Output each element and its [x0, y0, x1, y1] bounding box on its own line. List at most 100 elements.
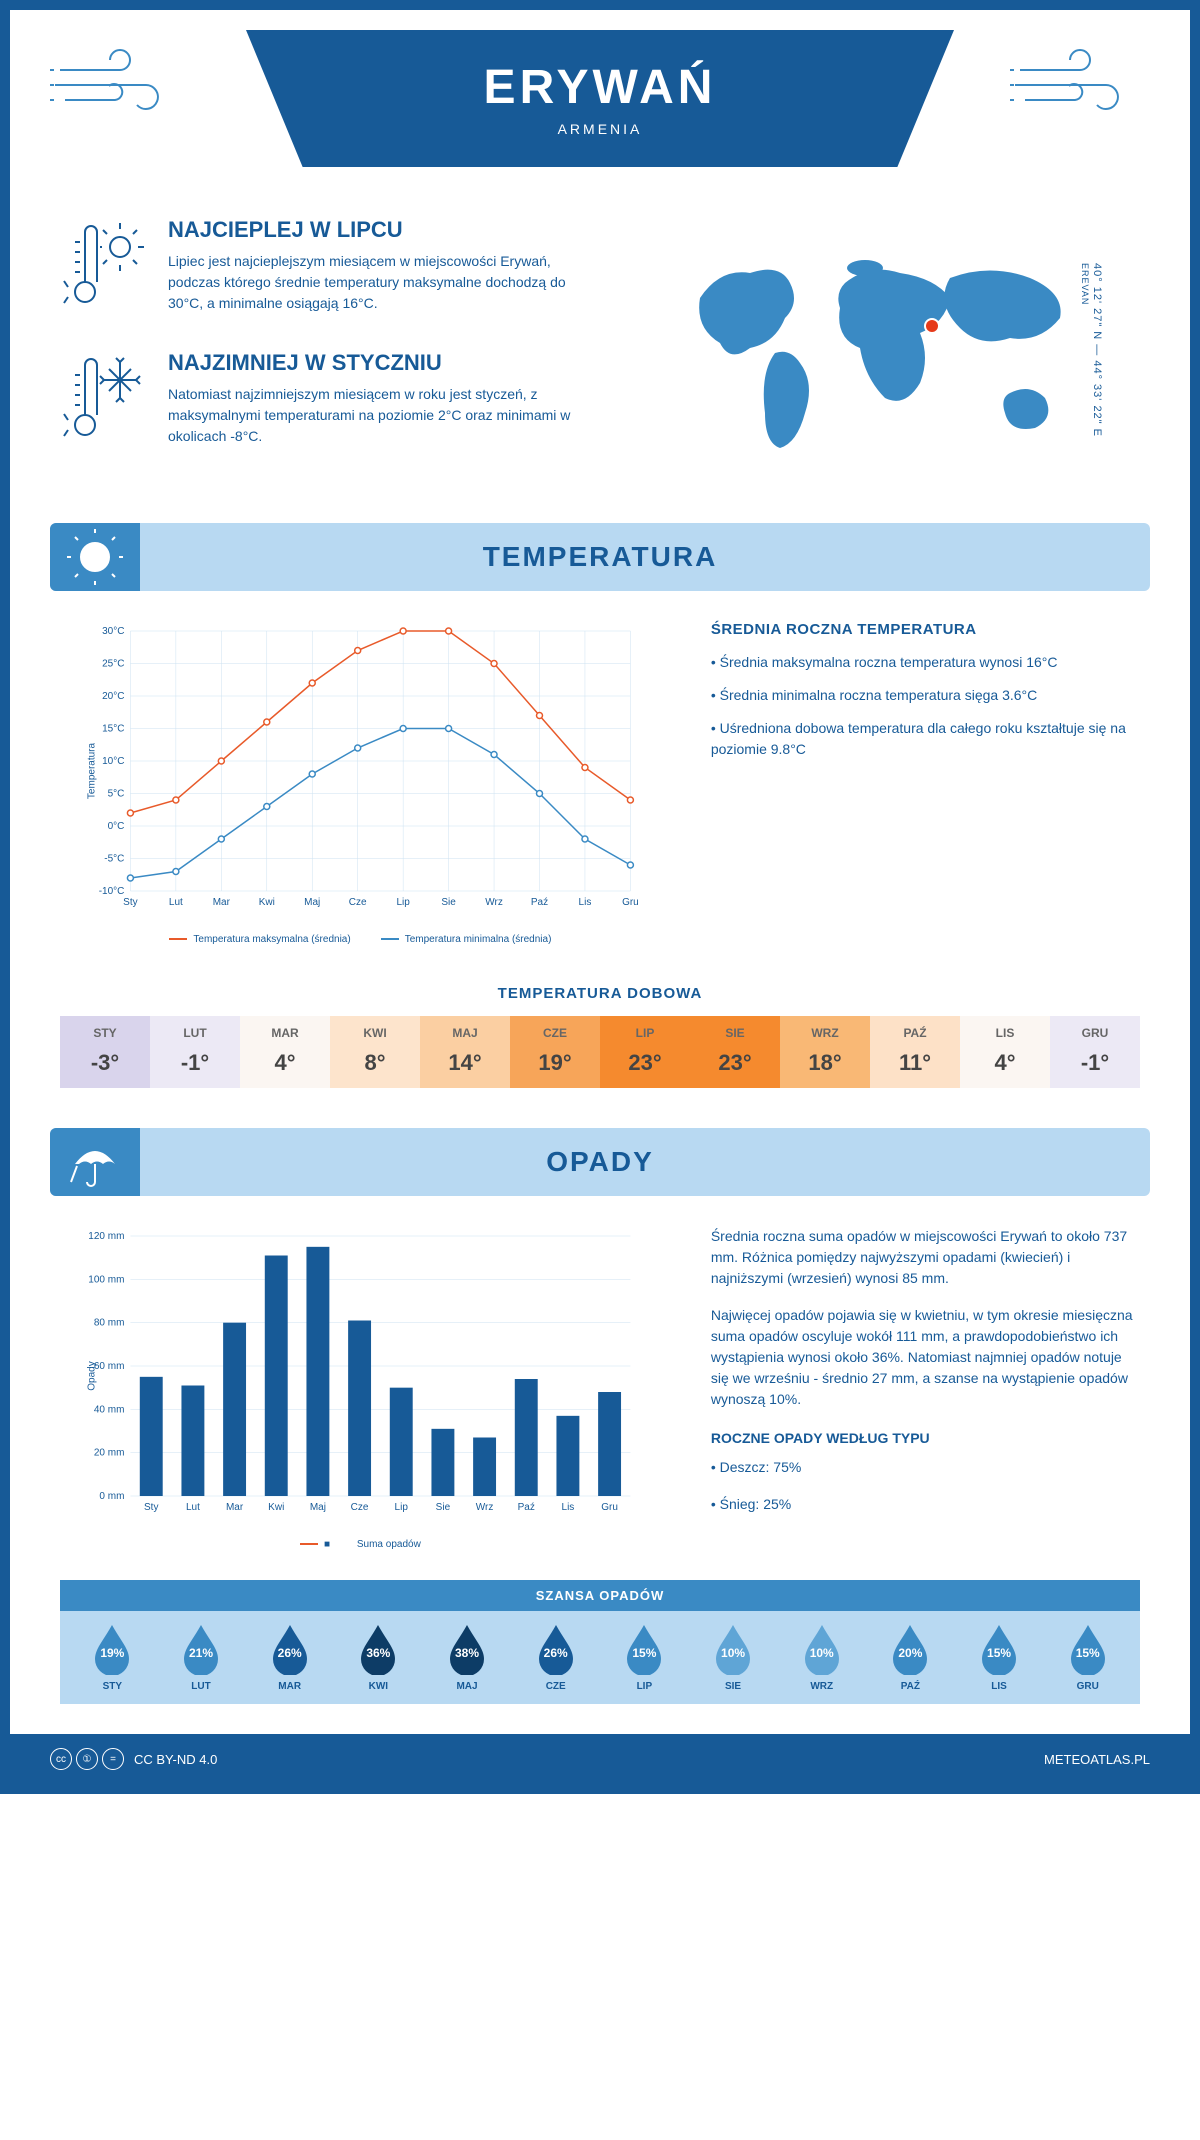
svg-text:Lut: Lut: [186, 1502, 200, 1513]
svg-text:Lis: Lis: [562, 1502, 575, 1513]
thermometer-snow-icon: [60, 350, 150, 455]
svg-text:Lip: Lip: [396, 897, 410, 908]
svg-text:30°C: 30°C: [102, 626, 124, 637]
svg-text:120 mm: 120 mm: [88, 1231, 124, 1242]
sun-icon: [50, 523, 140, 591]
svg-text:Cze: Cze: [349, 897, 367, 908]
daily-temp-title: TEMPERATURA DOBOWA: [10, 985, 1190, 1002]
svg-text:Lut: Lut: [169, 897, 183, 908]
svg-text:Cze: Cze: [351, 1502, 369, 1513]
warmest-fact: NAJCIEPLEJ W LIPCU Lipiec jest najcieple…: [60, 217, 580, 322]
svg-text:Wrz: Wrz: [485, 897, 503, 908]
svg-text:Maj: Maj: [304, 897, 320, 908]
rain-chance-drop: 19%STY: [68, 1623, 157, 1692]
rain-chance-drop: 26%CZE: [511, 1623, 600, 1692]
svg-text:-10°C: -10°C: [99, 886, 125, 897]
svg-text:0°C: 0°C: [108, 821, 125, 832]
warmest-title: NAJCIEPLEJ W LIPCU: [168, 217, 580, 243]
page-header: ERYWAŃ ARMENIA: [10, 10, 1190, 167]
cc-icons: cc①=: [50, 1748, 124, 1770]
rain-chance-drop: 10%SIE: [689, 1623, 778, 1692]
legend-min: Temperatura minimalna (średnia): [381, 934, 552, 945]
svg-text:-5°C: -5°C: [104, 854, 124, 865]
svg-text:Opady: Opady: [86, 1361, 97, 1390]
svg-text:Kwi: Kwi: [259, 897, 275, 908]
svg-text:Sie: Sie: [436, 1502, 451, 1513]
svg-text:80 mm: 80 mm: [94, 1318, 125, 1329]
temperature-section-bar: TEMPERATURA: [50, 523, 1150, 591]
rain-chance-drop: 26%MAR: [245, 1623, 334, 1692]
rain-chance-drop: 15%LIP: [600, 1623, 689, 1692]
daily-cell: MAJ14°: [420, 1016, 510, 1088]
wind-icon: [1010, 40, 1150, 125]
coldest-fact: NAJZIMNIEJ W STYCZNIU Natomiast najzimni…: [60, 350, 580, 455]
daily-cell: MAR4°: [240, 1016, 330, 1088]
svg-text:Kwi: Kwi: [268, 1502, 284, 1513]
svg-text:Lis: Lis: [579, 897, 592, 908]
svg-text:Sty: Sty: [123, 897, 137, 908]
warmest-text: Lipiec jest najcieplejszym miesiącem w m…: [168, 251, 580, 314]
legend-rain: ■ Suma opadów: [300, 1539, 421, 1550]
wind-icon: [50, 40, 190, 125]
rain-chance-drop: 15%LIS: [955, 1623, 1044, 1692]
coldest-title: NAJZIMNIEJ W STYCZNIU: [168, 350, 580, 376]
intro-block: NAJCIEPLEJ W LIPCU Lipiec jest najcieple…: [10, 197, 1190, 513]
coldest-text: Natomiast najzimniejszym miesiącem w rok…: [168, 384, 580, 447]
temperature-line-chart: -10°C -5°C 0°C 5°C 10°C 15°C 20°C 25°C 30°C Sty Lu…: [60, 621, 661, 945]
svg-text:Paź: Paź: [531, 897, 548, 908]
svg-text:60 mm: 60 mm: [94, 1361, 125, 1372]
svg-text:25°C: 25°C: [102, 659, 124, 670]
rain-chance-drop: 20%PAŹ: [866, 1623, 955, 1692]
site-name: METEOATLAS.PL: [1044, 1752, 1150, 1767]
svg-text:Lip: Lip: [395, 1502, 409, 1513]
rain-chance-drop: 15%GRU: [1043, 1623, 1132, 1692]
svg-text:Gru: Gru: [601, 1502, 618, 1513]
rain-chance-drop: 21%LUT: [157, 1623, 246, 1692]
temperature-info: ŚREDNIA ROCZNA TEMPERATURA • Średnia mak…: [711, 621, 1140, 945]
rain-chance-block: SZANSA OPADÓW 19%STY21%LUT26%MAR36%KWI38…: [60, 1580, 1140, 1704]
rain-chance-drop: 38%MAJ: [423, 1623, 512, 1692]
svg-text:5°C: 5°C: [108, 789, 125, 800]
rain-chance-drop: 36%KWI: [334, 1623, 423, 1692]
daily-cell: WRZ18°: [780, 1016, 870, 1088]
page-footer: cc①= CC BY-ND 4.0 METEOATLAS.PL: [10, 1734, 1190, 1784]
daily-temp-grid: STY-3°LUT-1°MAR4°KWI8°MAJ14°CZE19°LIP23°…: [60, 1016, 1140, 1088]
daily-cell: STY-3°: [60, 1016, 150, 1088]
license-text: CC BY-ND 4.0: [134, 1752, 217, 1767]
svg-text:Mar: Mar: [213, 897, 231, 908]
svg-text:Temperatura: Temperatura: [86, 742, 97, 799]
daily-cell: CZE19°: [510, 1016, 600, 1088]
svg-text:10°C: 10°C: [102, 756, 124, 767]
svg-text:100 mm: 100 mm: [88, 1274, 124, 1285]
svg-text:0 mm: 0 mm: [99, 1491, 124, 1502]
rain-info: Średnia roczna suma opadów w miejscowośc…: [711, 1226, 1140, 1550]
svg-text:Maj: Maj: [310, 1502, 326, 1513]
daily-cell: LUT-1°: [150, 1016, 240, 1088]
daily-cell: PAŹ11°: [870, 1016, 960, 1088]
svg-text:40 mm: 40 mm: [94, 1404, 125, 1415]
country-subtitle: ARMENIA: [246, 121, 954, 137]
daily-cell: KWI8°: [330, 1016, 420, 1088]
daily-cell: LIS4°: [960, 1016, 1050, 1088]
svg-text:20°C: 20°C: [102, 691, 124, 702]
world-map: [670, 238, 1090, 463]
rain-chance-drop: 10%WRZ: [777, 1623, 866, 1692]
svg-text:Mar: Mar: [226, 1502, 244, 1513]
umbrella-icon: [50, 1128, 140, 1196]
svg-text:Paź: Paź: [518, 1502, 535, 1513]
daily-cell: LIP23°: [600, 1016, 690, 1088]
daily-cell: GRU-1°: [1050, 1016, 1140, 1088]
city-title: ERYWAŃ: [246, 60, 954, 115]
thermometer-sun-icon: [60, 217, 150, 322]
rain-bar-chart: 0 mm 20 mm 40 mm 60 mm 80 mm 100 mm 120 mm Sty L…: [60, 1226, 661, 1550]
svg-text:Sie: Sie: [441, 897, 456, 908]
rain-section-bar: OPADY: [50, 1128, 1150, 1196]
coordinates: 40° 12' 27" N — 44° 33' 22" EEREVAN: [1079, 263, 1103, 437]
svg-text:20 mm: 20 mm: [94, 1448, 125, 1459]
legend-max: Temperatura maksymalna (średnia): [169, 934, 350, 945]
svg-text:Gru: Gru: [622, 897, 639, 908]
daily-cell: SIE23°: [690, 1016, 780, 1088]
svg-text:Wrz: Wrz: [476, 1502, 494, 1513]
svg-text:Sty: Sty: [144, 1502, 158, 1513]
svg-text:15°C: 15°C: [102, 724, 124, 735]
